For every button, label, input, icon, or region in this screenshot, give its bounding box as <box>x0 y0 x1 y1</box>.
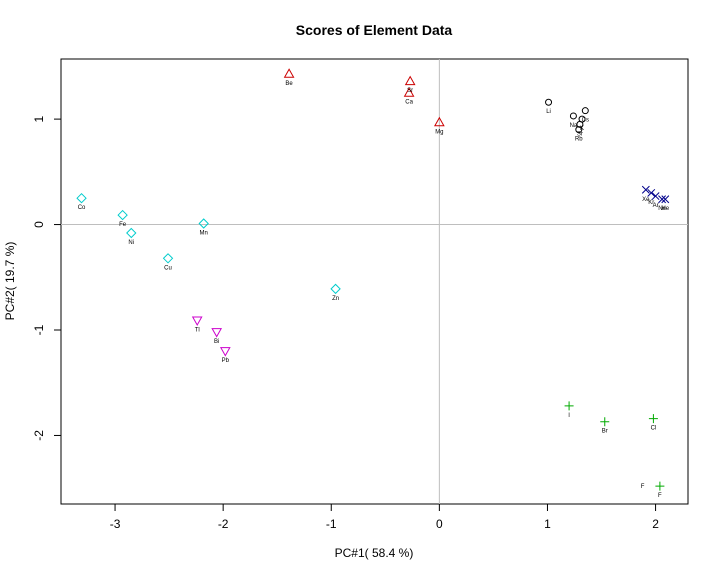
point-label: Cu <box>164 265 172 271</box>
plus-point <box>655 481 665 491</box>
point-label: Kr <box>648 200 654 206</box>
point-label: Zn <box>332 296 339 302</box>
plot-area-frame <box>60 58 689 505</box>
triangle-up-point <box>403 87 415 97</box>
triangle-up-point <box>434 116 445 127</box>
x-point <box>641 185 650 194</box>
x-tick-label: -1 <box>326 517 337 531</box>
point-label: Xe <box>642 197 650 203</box>
point-label: Br <box>602 429 608 435</box>
diamond-point <box>330 283 341 295</box>
y-axis: -2 -1 0 1 <box>32 115 61 441</box>
point-label: Li <box>546 109 551 115</box>
triangle-up-point <box>283 68 295 78</box>
y-tick-label: 1 <box>32 115 46 122</box>
point-label: Co <box>78 205 86 211</box>
x-axis: -3 -2 -1 0 1 2 <box>110 504 659 531</box>
circle-point <box>581 107 589 115</box>
diamond-point <box>117 209 128 221</box>
point-label: Na <box>570 123 578 129</box>
circle-point <box>545 98 553 106</box>
x-point <box>651 192 660 201</box>
chart-title: Scores of Element Data <box>296 22 453 38</box>
point-label: Ni <box>128 240 134 246</box>
y-tick-label: -2 <box>32 430 46 441</box>
point-label: Tl <box>195 328 200 334</box>
triangle-down-point <box>211 328 223 338</box>
plus-point <box>564 401 574 411</box>
point-label: Be <box>285 81 293 87</box>
diamond-point <box>126 227 137 239</box>
triangle-down-point <box>191 316 203 327</box>
point-label: He <box>661 206 669 212</box>
circle-point <box>569 112 577 120</box>
point-label: Cs <box>582 118 589 124</box>
x-point <box>647 188 656 197</box>
point-label: Pb <box>222 358 230 364</box>
triangle-up-point <box>404 75 416 86</box>
x-tick-label: 0 <box>436 517 443 531</box>
triangle-down-point <box>219 347 231 357</box>
point-label: Rb <box>575 137 583 143</box>
plus-point <box>648 414 658 424</box>
point-label: Ar <box>653 203 659 209</box>
point-label: Sr <box>577 131 583 137</box>
plus-point <box>600 417 610 427</box>
x-axis-label: PC#1( 58.4 %) <box>335 546 414 560</box>
point-label: Ca <box>405 100 413 106</box>
point-label: Ne <box>658 206 666 212</box>
point-label: Bi <box>214 339 219 345</box>
point-label: I <box>568 413 570 419</box>
x-tick-label: 2 <box>652 517 659 531</box>
point-label: F <box>658 493 662 499</box>
x-point <box>658 195 667 204</box>
x-tick-label: 1 <box>544 517 551 531</box>
diamond-point <box>162 253 174 264</box>
point-label: Mg <box>435 129 443 135</box>
annotation-label: F <box>641 484 645 490</box>
circle-point <box>575 126 583 134</box>
diamond-point <box>76 192 87 204</box>
data-points <box>76 68 670 491</box>
y-axis-label: PC#2( 19.7 %) <box>3 242 17 321</box>
point-label: Sr <box>407 88 413 94</box>
x-tick-label: -2 <box>218 517 229 531</box>
point-label: K <box>580 126 584 132</box>
x-point <box>661 195 670 204</box>
point-label: Cl <box>651 426 657 432</box>
y-tick-label: -1 <box>32 324 46 335</box>
y-tick-label: 0 <box>32 221 46 228</box>
x-tick-label: -3 <box>110 517 121 531</box>
diamond-point <box>198 218 209 229</box>
point-label: Fe <box>119 222 127 228</box>
point-label: Mn <box>200 231 208 237</box>
circle-point <box>576 120 584 128</box>
